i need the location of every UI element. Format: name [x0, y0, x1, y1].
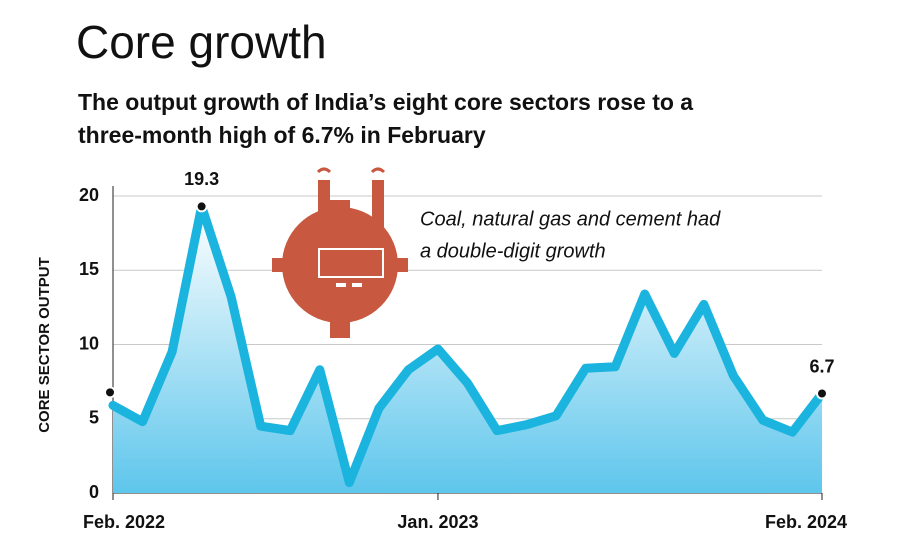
y-tick-label: 20 [79, 185, 99, 205]
y-axis-label: CORE SECTOR OUTPUT [36, 257, 53, 433]
data-label: 19.3 [184, 169, 219, 189]
chart-subtitle: The output growth of India’s eight core … [78, 89, 693, 115]
factory-icon [272, 167, 408, 338]
line [108, 201, 827, 488]
x-tick-label: Feb. 2024 [765, 512, 847, 532]
chart-title: Core growth [76, 16, 327, 68]
y-tick-label: 10 [79, 333, 99, 353]
annotation: a double-digit growth [420, 240, 606, 262]
y-tick-label: 5 [89, 408, 99, 428]
chart-subtitle: three-month high of 6.7% in February [78, 122, 486, 148]
y-tick-label: 15 [79, 259, 99, 279]
area [113, 206, 822, 493]
point [816, 387, 828, 400]
annotation: Coal, natural gas and cement had [420, 208, 721, 230]
y-tick-label: 0 [89, 482, 99, 502]
x-tick-label: Feb. 2022 [83, 512, 165, 532]
x-tick-label: Jan. 2023 [397, 512, 478, 532]
data-label: 6.7 [809, 356, 834, 376]
point [195, 200, 208, 213]
point [104, 386, 116, 399]
